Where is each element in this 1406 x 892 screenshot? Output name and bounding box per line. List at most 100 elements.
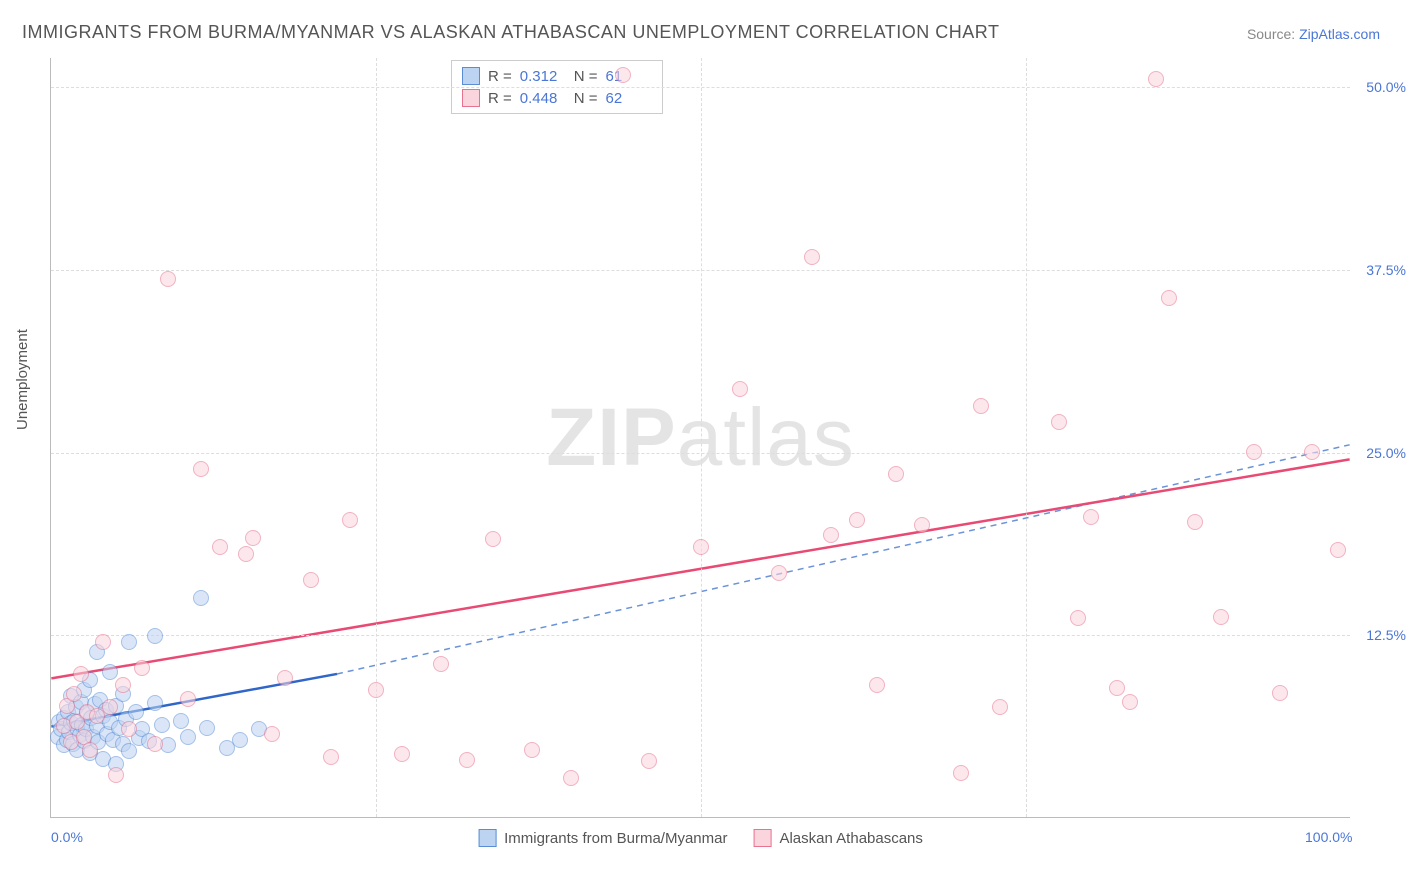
data-point [238,546,254,562]
data-point [193,461,209,477]
gridline-v [701,58,702,817]
data-point [1109,680,1125,696]
data-point [563,770,579,786]
data-point [1148,71,1164,87]
data-point [973,398,989,414]
data-point [888,466,904,482]
gridline-v [376,58,377,817]
data-point [180,729,196,745]
data-point [693,539,709,555]
data-point [1070,610,1086,626]
data-point [1083,509,1099,525]
data-point [1051,414,1067,430]
stat-r-label: R = [488,68,512,85]
data-point [823,527,839,543]
y-tick-label: 50.0% [1366,79,1406,95]
data-point [1122,694,1138,710]
data-point [1187,514,1203,530]
data-point [368,682,384,698]
legend-item: Alaskan Athabascans [753,829,922,847]
legend-label: Immigrants from Burma/Myanmar [504,830,727,847]
data-point [1330,542,1346,558]
source-link[interactable]: ZipAtlas.com [1299,26,1380,42]
data-point [147,628,163,644]
data-point [1161,290,1177,306]
data-point [102,699,118,715]
stat-r-label: R = [488,90,512,107]
data-point [121,721,137,737]
data-point [134,660,150,676]
legend-swatch [462,89,480,107]
data-point [245,530,261,546]
data-point [66,686,82,702]
data-point [95,634,111,650]
data-point [342,512,358,528]
data-point [147,736,163,752]
data-point [992,699,1008,715]
data-point [849,512,865,528]
legend-label: Alaskan Athabascans [779,830,922,847]
stat-n-label: N = [574,68,598,85]
data-point [232,732,248,748]
data-point [160,271,176,287]
data-point [323,749,339,765]
data-point [102,664,118,680]
data-point [154,717,170,733]
data-point [524,742,540,758]
stat-r-value: 0.312 [520,68,566,85]
legend-swatch [478,829,496,847]
data-point [147,695,163,711]
x-tick-label: 0.0% [51,829,83,845]
x-tick-label: 100.0% [1305,829,1352,845]
data-point [732,381,748,397]
y-tick-label: 37.5% [1366,262,1406,278]
chart-container: IMMIGRANTS FROM BURMA/MYANMAR VS ALASKAN… [0,0,1406,892]
data-point [771,565,787,581]
data-point [121,743,137,759]
stats-row: R = 0.448 N = 62 [462,87,652,109]
data-point [277,670,293,686]
gridline-v [1026,58,1027,817]
source-credit: Source: ZipAtlas.com [1247,26,1380,42]
data-point [82,742,98,758]
data-point [394,746,410,762]
data-point [264,726,280,742]
y-tick-label: 12.5% [1366,627,1406,643]
data-point [173,713,189,729]
data-point [1304,444,1320,460]
source-label: Source: [1247,26,1295,42]
plot-area: ZIPatlas R =0.312N =61R =0.448N =62 Immi… [50,58,1350,818]
data-point [108,767,124,783]
data-point [433,656,449,672]
stat-n-label: N = [574,90,598,107]
data-point [180,691,196,707]
data-point [485,531,501,547]
series-legend: Immigrants from Burma/Myanmar Alaskan Ath… [478,829,923,847]
legend-swatch [753,829,771,847]
data-point [121,634,137,650]
data-point [953,765,969,781]
chart-title: IMMIGRANTS FROM BURMA/MYANMAR VS ALASKAN… [22,22,999,43]
data-point [212,539,228,555]
data-point [128,704,144,720]
stat-r-value: 0.448 [520,90,566,107]
y-tick-label: 25.0% [1366,445,1406,461]
data-point [73,666,89,682]
data-point [869,677,885,693]
y-axis-title: Unemployment [14,329,31,430]
data-point [914,517,930,533]
data-point [459,752,475,768]
data-point [1246,444,1262,460]
legend-item: Immigrants from Burma/Myanmar [478,829,727,847]
data-point [804,249,820,265]
stat-n-value: 62 [606,90,652,107]
data-point [641,753,657,769]
data-point [1272,685,1288,701]
data-point [199,720,215,736]
data-point [1213,609,1229,625]
data-point [193,590,209,606]
data-point [303,572,319,588]
data-point [115,677,131,693]
data-point [615,67,631,83]
legend-swatch [462,67,480,85]
